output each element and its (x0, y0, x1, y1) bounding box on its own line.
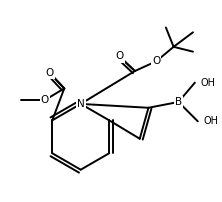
Text: O: O (46, 68, 54, 78)
Text: O: O (115, 52, 124, 61)
Text: OH: OH (201, 78, 216, 88)
Text: N: N (77, 99, 85, 109)
Text: OH: OH (204, 116, 219, 126)
Text: B: B (175, 97, 182, 107)
Text: O: O (41, 95, 49, 105)
Text: O: O (152, 56, 160, 66)
